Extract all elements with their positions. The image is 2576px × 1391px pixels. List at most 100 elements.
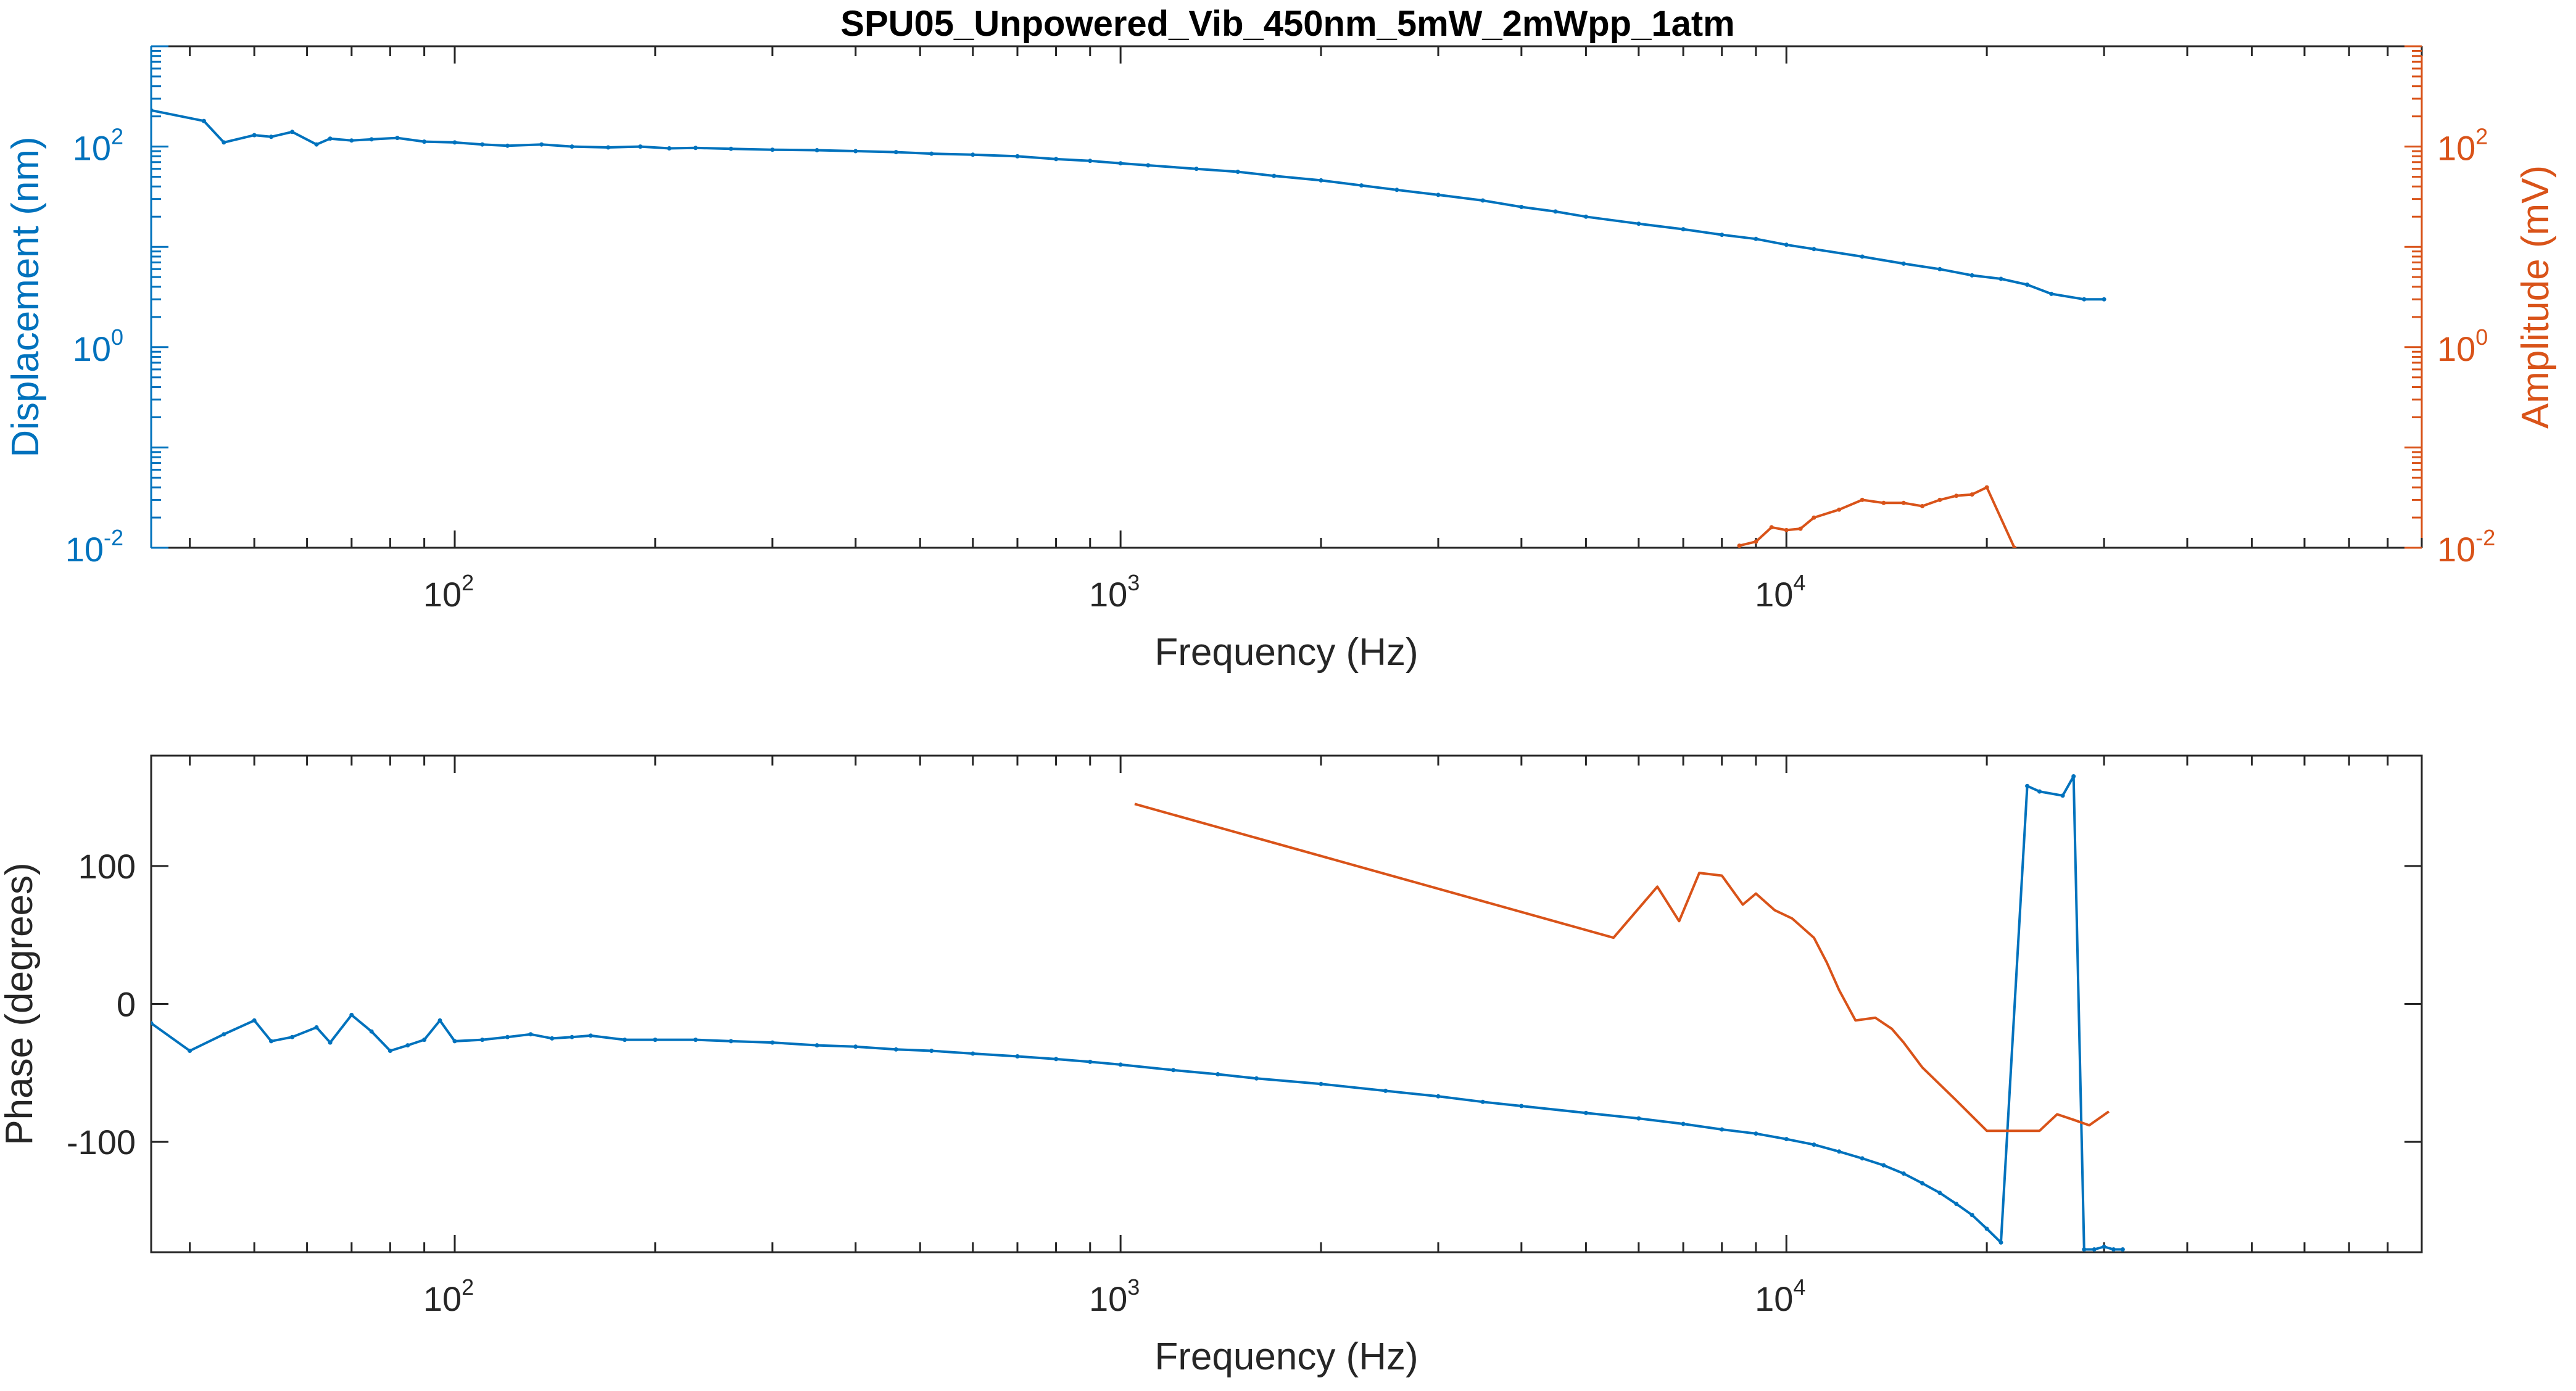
y-tick-label: 10-2	[2437, 525, 2495, 569]
displacement-series-line	[151, 109, 2105, 301]
y-tick-exponent: -2	[2475, 525, 2495, 550]
displacement-series-point	[929, 151, 934, 156]
displacement-series-point	[395, 136, 400, 141]
displacement-phase-series-point	[569, 1034, 574, 1039]
displacement-series-point	[893, 150, 898, 155]
displacement-phase-series-point	[405, 1043, 410, 1048]
displacement-phase-series-point	[1720, 1127, 1725, 1132]
displacement-phase-series-point	[1583, 1110, 1588, 1115]
displacement-phase-series-point	[1088, 1059, 1093, 1064]
x-tick-exponent: 2	[462, 570, 474, 595]
displacement-phase-series-point	[222, 1032, 226, 1037]
displacement-series-point	[222, 140, 226, 145]
displacement-series-point	[1681, 227, 1686, 232]
y-tick-label: 100	[73, 324, 123, 368]
displacement-series-point	[1118, 161, 1123, 166]
amplitude-series-point	[1837, 507, 1842, 512]
displacement-phase-series-point	[269, 1039, 273, 1044]
displacement-phase-series-point	[1319, 1081, 1323, 1086]
displacement-phase-series-point	[437, 1018, 442, 1023]
displacement-phase-series-point	[1015, 1054, 1020, 1059]
displacement-series-point	[971, 152, 975, 157]
displacement-phase-series-point	[1920, 1181, 1924, 1186]
y-tick-base: 10	[73, 329, 111, 368]
displacement-phase-series-point	[1480, 1099, 1485, 1104]
displacement-phase-series-point	[349, 1012, 354, 1017]
y-tick-label: 102	[73, 124, 123, 168]
displacement-phase-series-point	[1881, 1163, 1886, 1168]
x-axis-label: Frequency (Hz)	[1154, 1335, 1418, 1378]
displacement-series-point	[422, 139, 427, 144]
displacement-phase-series-point	[814, 1043, 819, 1048]
amplitude-series-point	[1969, 492, 1974, 497]
displacement-phase-series-point	[328, 1040, 333, 1045]
displacement-phase-series-point	[853, 1044, 858, 1049]
displacement-series-point	[1583, 214, 1588, 219]
x-tick-label: 104	[1755, 570, 1805, 614]
x-tick-exponent: 3	[1127, 570, 1140, 595]
x-tick-label: 104	[1755, 1274, 1805, 1318]
displacement-series-point	[638, 144, 643, 149]
displacement-phase-series-point	[1998, 1240, 2003, 1245]
displacement-phase-series-point	[505, 1034, 510, 1039]
displacement-phase-series-point	[1681, 1121, 1686, 1126]
displacement-phase-series-point	[729, 1039, 734, 1044]
y-tick-label: -100	[67, 1123, 136, 1162]
displacement-series-point	[1519, 205, 1524, 209]
displacement-series-point	[1998, 276, 2003, 281]
displacement-series-point	[1436, 192, 1441, 197]
displacement-series-point	[667, 146, 672, 151]
amplitude-series-line	[1739, 486, 2016, 548]
displacement-series-point	[1146, 163, 1151, 168]
displacement-series-point	[2102, 297, 2106, 302]
displacement-phase-series-point	[1254, 1076, 1259, 1081]
displacement-series-point	[314, 142, 319, 147]
displacement-phase-series-point	[2111, 1247, 2116, 1252]
amplitude-series-point	[1984, 485, 1989, 490]
displacement-phase-series-point	[588, 1033, 593, 1038]
displacement-series-point	[1359, 183, 1364, 188]
displacement-series-point	[1720, 233, 1725, 237]
x-tick-exponent: 4	[1793, 570, 1805, 595]
x-tick-exponent: 4	[1793, 1274, 1805, 1300]
displacement-series-point	[452, 140, 457, 145]
displacement-phase-series-point	[2120, 1247, 2125, 1252]
displacement-series-point	[1969, 273, 1974, 278]
displacement-phase-series-point	[929, 1049, 934, 1053]
amplitude-series-point	[1737, 543, 1742, 548]
displacement-phase-series-point	[1901, 1171, 1906, 1176]
displacement-phase-series-point	[2082, 1247, 2087, 1252]
displacement-series-point	[539, 142, 544, 147]
y-tick-label: 0	[117, 985, 136, 1024]
displacement-series-point	[569, 144, 574, 149]
displacement-series-point	[729, 146, 734, 151]
displacement-phase-series-point	[2071, 774, 2076, 778]
displacement-phase-series-point	[1436, 1094, 1441, 1099]
displacement-series-point	[770, 147, 775, 152]
displacement-series-point	[1480, 198, 1485, 203]
displacement-series-point	[1812, 247, 1816, 252]
displacement-phase-series-point	[290, 1034, 295, 1039]
x-tick-base: 10	[423, 575, 462, 614]
displacement-phase-series-point	[653, 1038, 658, 1042]
displacement-series-point	[606, 145, 611, 150]
x-tick-exponent: 2	[462, 1274, 474, 1300]
displacement-series-point	[480, 142, 485, 147]
x-tick-base: 10	[1089, 575, 1127, 614]
plot-frame	[150, 754, 2423, 1253]
displacement-phase-series-point	[2102, 1244, 2106, 1249]
y-axis-label-right: Amplitude (mV)	[2514, 165, 2557, 429]
amplitude-series-point	[1901, 500, 1906, 505]
displacement-series-point	[1636, 221, 1641, 226]
y-tick-base: 10	[2437, 129, 2475, 168]
top-plot-series	[151, 108, 2106, 548]
displacement-series-point	[505, 143, 510, 148]
amplitude-series-point	[1920, 504, 1924, 508]
x-tick-label: 103	[1089, 570, 1140, 614]
y-tick-label: 102	[2437, 124, 2488, 168]
displacement-series-point	[1272, 173, 1277, 178]
displacement-phase-series-point	[252, 1018, 257, 1023]
amplitude-series-point	[1937, 497, 1942, 502]
